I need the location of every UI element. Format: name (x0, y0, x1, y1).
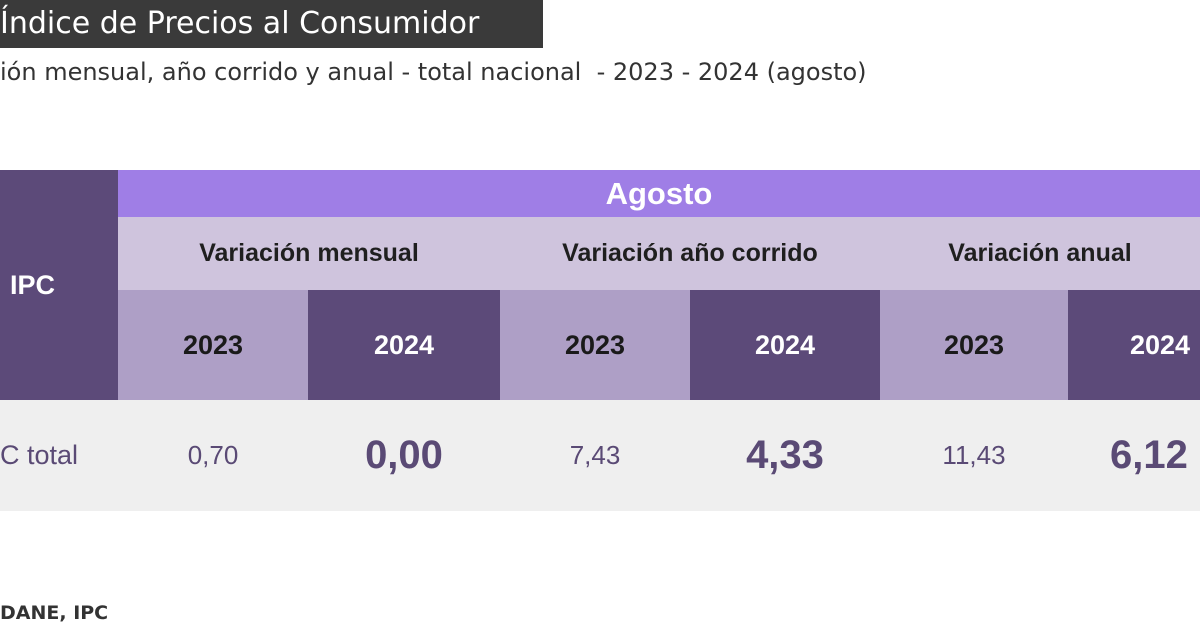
value-anio-corrido-2023: 7,43 (569, 440, 621, 470)
year-header-mensual-2024: 2024 (308, 290, 500, 400)
year-header-anio-corrido-2023: 2023 (500, 290, 690, 400)
year-header-mensual-2023: 2023 (118, 290, 308, 400)
year-header-anual-2024: 2024 (1068, 290, 1200, 400)
value-mensual-2023: 0,70 (187, 440, 239, 470)
value-anio-corrido-2024: 4,33 (746, 433, 824, 477)
group-header-anio-corrido: Variación año corrido (562, 239, 818, 267)
chart-subtitle: ión mensual, año corrido y anual - total… (0, 58, 867, 86)
group-header-mensual: Variación mensual (199, 239, 419, 267)
row-label-ipc-total: C total (0, 440, 79, 470)
value-anual-2023: 11,43 (942, 440, 1006, 470)
chart-title: Índice de Precios al Consumidor (0, 0, 543, 48)
year-header-anio-corrido-2024: 2024 (690, 290, 880, 400)
month-header: Agosto (118, 170, 1200, 217)
group-header-anual: Variación anual (948, 239, 1132, 267)
year-header-anual-2023: 2023 (880, 290, 1068, 400)
value-anual-2024: 6,12 (1110, 433, 1188, 477)
group-header-band (118, 217, 1200, 290)
source-note: DANE, IPC (0, 602, 109, 624)
table-row (0, 400, 1200, 511)
value-mensual-2024: 0,00 (365, 433, 443, 477)
row-header-ipc: IPC (0, 170, 118, 400)
